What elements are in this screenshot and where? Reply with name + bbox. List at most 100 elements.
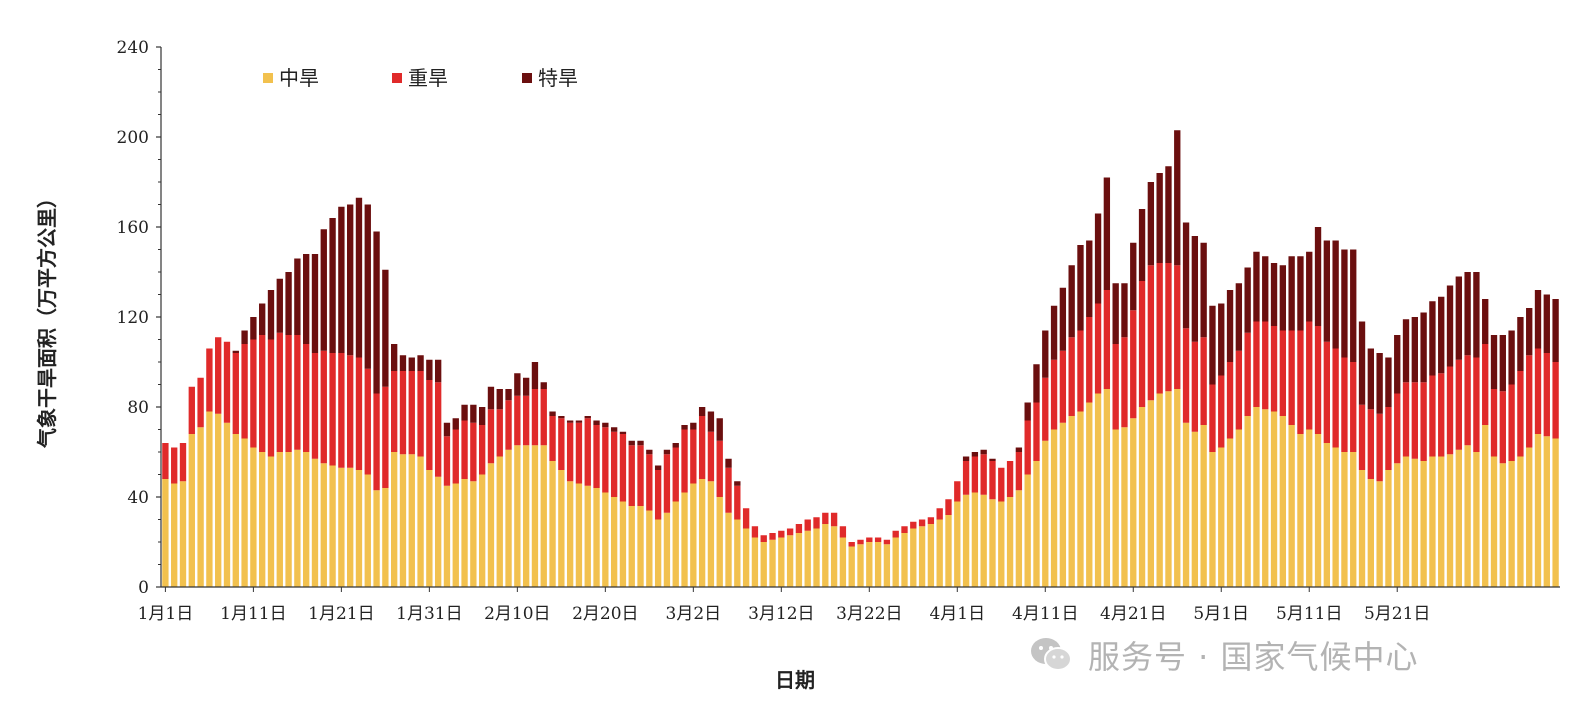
bar-extreme xyxy=(426,359,433,380)
bar-severe xyxy=(171,447,178,484)
bar-extreme xyxy=(637,440,644,446)
bar-extreme xyxy=(989,458,996,461)
bar-moderate xyxy=(1350,452,1357,587)
bar-severe xyxy=(619,434,627,502)
bar-moderate xyxy=(918,526,926,587)
bar-severe xyxy=(1006,461,1014,497)
bar-moderate xyxy=(1376,481,1383,587)
y-tick-label: 40 xyxy=(127,488,149,508)
bar-moderate xyxy=(391,452,398,587)
bar-extreme xyxy=(734,481,741,486)
bar-severe xyxy=(610,431,618,497)
bar-severe xyxy=(839,526,847,538)
bar-moderate xyxy=(171,483,178,587)
x-tick-label: 5月21日 xyxy=(1364,604,1430,624)
bar-moderate xyxy=(232,434,239,587)
bar-extreme xyxy=(364,204,371,369)
bar-moderate xyxy=(487,463,495,587)
bar-moderate xyxy=(1121,427,1128,587)
bar-extreme xyxy=(1429,301,1436,376)
bar-moderate xyxy=(610,497,618,587)
bar-severe xyxy=(1394,393,1401,464)
bar-severe xyxy=(989,461,996,500)
bar-severe xyxy=(259,335,266,452)
bar-moderate xyxy=(857,544,864,587)
bar-severe xyxy=(822,512,829,524)
bar-moderate xyxy=(725,512,732,587)
bar-moderate xyxy=(1094,393,1102,587)
bar-severe xyxy=(602,427,609,493)
bar-moderate xyxy=(1077,411,1084,587)
bar-severe xyxy=(742,508,750,529)
x-tick-label: 4月11日 xyxy=(1012,604,1078,624)
bar-moderate xyxy=(303,452,310,587)
bar-moderate xyxy=(267,456,275,587)
bar-extreme xyxy=(566,420,574,423)
bar-moderate xyxy=(1367,479,1374,587)
bar-severe xyxy=(188,386,195,434)
bar-moderate xyxy=(654,519,662,587)
bar-severe xyxy=(1042,377,1049,441)
bar-extreme xyxy=(487,386,495,410)
bar-moderate xyxy=(1411,458,1418,587)
bar-severe xyxy=(1323,341,1331,443)
bar-severe xyxy=(373,393,380,491)
bar-moderate xyxy=(628,506,635,587)
bar-severe xyxy=(162,443,169,479)
bar-extreme xyxy=(628,440,635,446)
bar-extreme xyxy=(1182,222,1190,329)
bar-extreme xyxy=(399,355,407,371)
watermark-text: 服务号 · 国家气候中心 xyxy=(1088,638,1419,676)
bar-moderate xyxy=(1262,409,1269,587)
bar-severe xyxy=(778,530,785,538)
bar-severe xyxy=(707,431,715,482)
y-tick-label: 200 xyxy=(117,128,149,148)
bar-extreme xyxy=(1209,305,1216,385)
bar-moderate xyxy=(619,501,627,587)
bar-moderate xyxy=(848,546,855,587)
legend: 中旱 重旱 特旱 xyxy=(263,66,578,90)
bar-extreme xyxy=(276,278,283,333)
bar-extreme xyxy=(347,204,354,356)
x-tick-label: 2月10日 xyxy=(484,604,550,624)
bar-moderate xyxy=(804,530,811,587)
x-tick-label: 3月2日 xyxy=(666,604,722,624)
bar-severe xyxy=(496,409,503,457)
bar-extreme xyxy=(1270,263,1278,326)
bar-severe xyxy=(1086,317,1093,403)
bar-moderate xyxy=(558,470,565,587)
bar-severe xyxy=(786,528,794,536)
bar-extreme xyxy=(1103,177,1111,290)
bar-extreme xyxy=(1050,305,1058,360)
bar-extreme xyxy=(646,449,653,455)
bar-moderate xyxy=(1446,454,1454,587)
bar-extreme xyxy=(391,344,398,371)
bar-severe xyxy=(769,533,776,540)
bar-extreme xyxy=(1156,173,1163,263)
bar-extreme xyxy=(311,254,319,353)
bar-extreme xyxy=(294,258,301,335)
bar-moderate xyxy=(347,467,354,587)
bar-extreme xyxy=(1112,283,1119,344)
bar-moderate xyxy=(1253,407,1260,587)
bar-moderate xyxy=(1033,461,1040,587)
bar-severe xyxy=(910,521,917,529)
bar-moderate xyxy=(716,497,723,587)
bar-moderate xyxy=(320,463,327,587)
bar-moderate xyxy=(250,447,257,587)
bar-severe xyxy=(1130,310,1137,419)
bar-moderate xyxy=(998,501,1005,587)
bar-extreme xyxy=(558,416,565,419)
x-tick-labels: 1月1日 1月11日 1月21日 1月31日 2月10日 2月20日 3月2日 3月12日 3月… xyxy=(138,587,1430,624)
bar-moderate xyxy=(1068,416,1075,587)
bar-moderate xyxy=(1482,425,1489,587)
bar-extreme xyxy=(1191,236,1199,342)
bar-extreme xyxy=(602,422,609,428)
bar-extreme xyxy=(1376,353,1383,414)
bar-severe xyxy=(1121,337,1128,428)
bar-moderate xyxy=(690,483,697,587)
bar-moderate xyxy=(364,474,371,587)
bar-severe xyxy=(452,429,459,484)
bar-severe xyxy=(206,348,213,412)
bar-moderate xyxy=(566,481,574,587)
